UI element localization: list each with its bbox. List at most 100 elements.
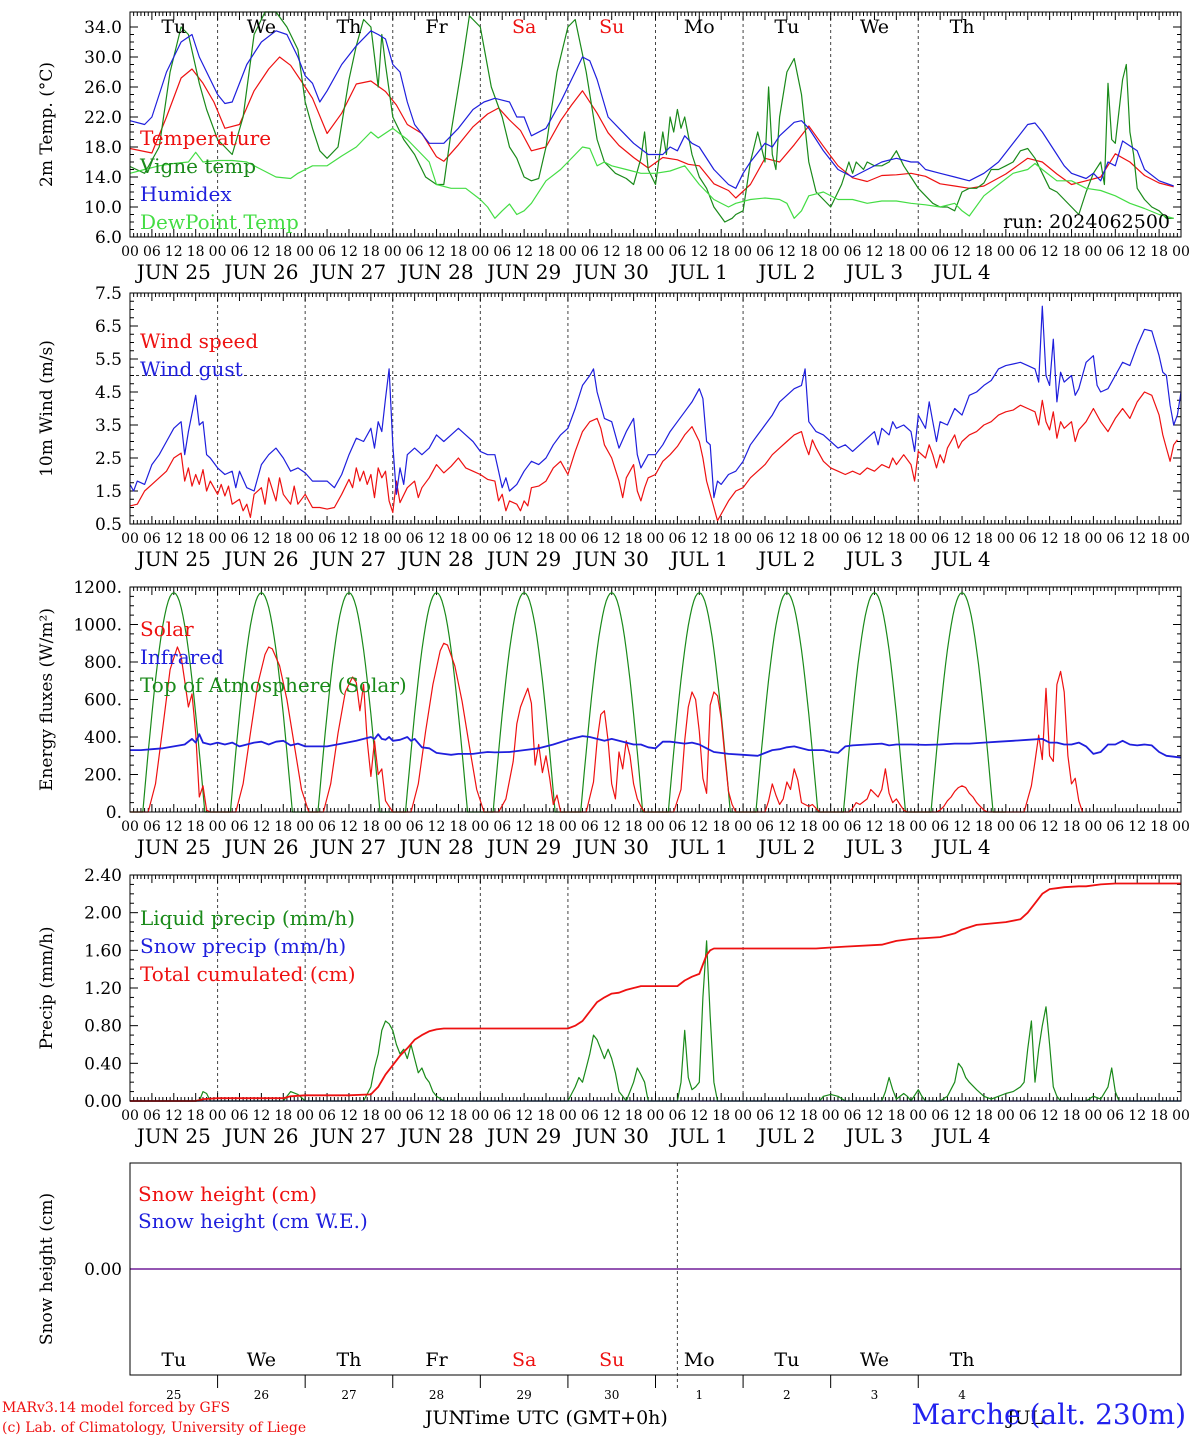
day-name: Th: [950, 16, 975, 38]
date-label: JUN 30: [573, 260, 649, 284]
hour-tick-label: 12: [1041, 819, 1059, 835]
hour-tick-label: 06: [231, 531, 249, 547]
hour-tick-label: 12: [953, 1108, 971, 1124]
hour-tick-label: 00: [909, 1108, 927, 1124]
legend-label: Wind gust: [140, 357, 243, 381]
hour-tick-label: 00: [471, 819, 489, 835]
plot-frame: [129, 874, 1182, 1102]
hour-tick-label: 12: [252, 244, 270, 260]
month-label-jul: JUL: [1005, 1407, 1044, 1429]
hour-tick-label: 12: [340, 1108, 358, 1124]
hour-tick-label: 00: [1085, 531, 1103, 547]
hour-tick-label: 00: [384, 244, 402, 260]
y-tick-label: 0.00: [84, 1092, 122, 1112]
hour-tick-label: 00: [209, 244, 227, 260]
hour-tick-label: 06: [844, 244, 862, 260]
date-label: JUL 3: [844, 1124, 903, 1148]
date-label: JUL 2: [756, 835, 815, 859]
y-tick-label: 4.5: [95, 383, 122, 403]
hour-tick-label: 06: [231, 819, 249, 835]
day-name: We: [860, 1349, 889, 1371]
date-label: JUN 27: [310, 260, 386, 284]
hour-tick-label: 00: [997, 531, 1015, 547]
y-tick-label: 0.00: [84, 1260, 122, 1280]
hour-tick-label: 18: [1150, 244, 1168, 260]
y-tick-label: 22.0: [84, 108, 122, 128]
plot-frame: [129, 11, 1182, 238]
y-tick-label: 0.80: [84, 1017, 122, 1037]
day-name: Tu: [161, 16, 186, 38]
hour-tick-label: 18: [625, 1108, 643, 1124]
day-number: 4: [958, 1388, 966, 1402]
hour-tick-label: 12: [603, 244, 621, 260]
legend-label: Vigne temp: [139, 154, 256, 178]
hour-tick-label: 00: [121, 1108, 139, 1124]
series-line-solar: [130, 642, 1084, 813]
x-axis-title: Time UTC (GMT+0h): [462, 1407, 668, 1429]
plot-frame: [129, 586, 1182, 813]
date-label: JUN 25: [135, 260, 211, 284]
legend-label: Wind speed: [140, 329, 258, 353]
hour-tick-label: 00: [909, 244, 927, 260]
hour-tick-label: 06: [756, 531, 774, 547]
hour-tick-label: 18: [537, 819, 555, 835]
hour-tick-label: 18: [537, 531, 555, 547]
hour-tick-label: 12: [866, 531, 884, 547]
hour-tick-label: 12: [252, 531, 270, 547]
model-credit: MARv3.14 model forced by GFS: [2, 1400, 231, 1416]
date-label: JUN 25: [135, 547, 211, 571]
date-label: JUL 4: [931, 547, 990, 571]
hour-tick-label: 06: [581, 531, 599, 547]
hour-tick-label: 12: [340, 531, 358, 547]
hour-tick-label: 18: [1063, 1108, 1081, 1124]
hour-tick-label: 18: [712, 819, 730, 835]
hour-tick-label: 18: [187, 819, 205, 835]
day-name: Fr: [425, 16, 448, 38]
hour-tick-label: 12: [165, 819, 183, 835]
hour-tick-label: 18: [362, 1108, 380, 1124]
hour-tick-label: 18: [450, 531, 468, 547]
date-label: JUN 29: [485, 547, 561, 571]
date-label: JUL 3: [844, 835, 903, 859]
hour-tick-label: 12: [1128, 1108, 1146, 1124]
date-label: JUN 28: [397, 1124, 473, 1148]
day-name: Mo: [684, 16, 715, 38]
day-name: Sa: [512, 16, 536, 38]
y-tick-label: 34.0: [84, 18, 122, 38]
series-line-wind-speed: [129, 391, 1178, 522]
hour-tick-label: 06: [231, 244, 249, 260]
hour-tick-label: 12: [515, 819, 533, 835]
y-axis-label: Energy fluxes (W/m²): [37, 608, 57, 791]
hour-tick-label: 18: [975, 531, 993, 547]
y-tick-label: 1000.: [73, 616, 122, 636]
date-label: JUL 2: [756, 260, 815, 284]
hour-tick-label: 06: [318, 244, 336, 260]
hour-tick-label: 06: [231, 1108, 249, 1124]
day-number: 28: [429, 1388, 444, 1402]
hour-tick-label: 12: [603, 531, 621, 547]
hour-tick-label: 18: [450, 1108, 468, 1124]
date-label: JUL 1: [669, 547, 728, 571]
hour-tick-label: 00: [296, 531, 314, 547]
hour-tick-label: 06: [1106, 819, 1124, 835]
hour-tick-label: 18: [362, 244, 380, 260]
y-tick-label: 30.0: [84, 48, 122, 68]
hour-tick-label: 18: [625, 531, 643, 547]
y-tick-label: 2.00: [84, 904, 122, 924]
hour-tick-label: 06: [143, 1108, 161, 1124]
hour-tick-label: 18: [362, 531, 380, 547]
hour-tick-label: 18: [625, 244, 643, 260]
hour-tick-label: 06: [318, 531, 336, 547]
y-tick-label: 1.20: [84, 979, 122, 999]
hour-tick-label: 00: [296, 244, 314, 260]
date-label: JUN 26: [222, 547, 298, 571]
hour-tick-label: 12: [690, 1108, 708, 1124]
series-line-vigne-temp: [129, 11, 1174, 223]
hour-tick-label: 12: [690, 819, 708, 835]
y-tick-label: 400.: [84, 728, 122, 748]
hour-tick-label: 00: [1085, 1108, 1103, 1124]
hour-tick-label: 12: [1128, 531, 1146, 547]
y-axis-label: 10m Wind (m/s): [37, 340, 57, 477]
hour-tick-label: 00: [471, 1108, 489, 1124]
hour-tick-label: 18: [450, 819, 468, 835]
